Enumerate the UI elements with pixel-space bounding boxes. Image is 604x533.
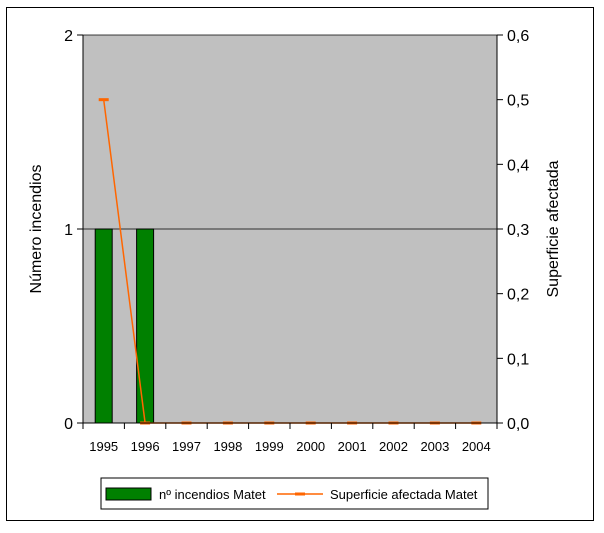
chart-frame: 0 1 2 0,0 0,1 0,2 0,3 0,4 0,5 0,6 1995 1996 1997 1998… [6, 7, 594, 521]
x-tick-label: 2002 [379, 439, 408, 454]
y2-tick-label: 0,3 [507, 222, 529, 239]
y-tick-label: 1 [64, 222, 73, 239]
bar [136, 228, 155, 424]
legend-label: nº incendios Matet [159, 487, 266, 502]
y2-tick-label: 0,0 [507, 416, 529, 433]
x-tick-label: 2004 [462, 439, 491, 454]
x-tick-label: 1997 [172, 439, 201, 454]
y-axis-title: Número incendios [28, 165, 45, 294]
x-tick-label: 1995 [89, 439, 118, 454]
y2-tick-label: 0,1 [507, 351, 529, 368]
y-tick-label: 0 [64, 416, 73, 433]
y2-axis-title: Superficie afectada [545, 160, 562, 297]
x-tick-label: 2000 [296, 439, 325, 454]
legend-bar-swatch [105, 487, 152, 501]
x-tick-label: 1999 [255, 439, 284, 454]
y-tick-label: 2 [64, 28, 73, 45]
x-tick-label: 1996 [131, 439, 160, 454]
chart: 0 1 2 0,0 0,1 0,2 0,3 0,4 0,5 0,6 1995 1996 1997 1998… [28, 28, 562, 510]
legend-label: Superficie afectada Matet [330, 487, 478, 502]
bar [94, 228, 113, 424]
axes: 0 1 2 0,0 0,1 0,2 0,3 0,4 0,5 0,6 1995 1996 1997 1998… [64, 28, 529, 454]
legend: nº incendios Matet Superficie afectada M… [100, 477, 489, 510]
y2-tick-label: 0,5 [507, 93, 529, 110]
y2-tick-label: 0,4 [507, 157, 529, 174]
x-tick-label: 1998 [213, 439, 242, 454]
y2-tick-label: 0,2 [507, 287, 529, 304]
y2-tick-label: 0,6 [507, 28, 529, 45]
x-tick-label: 2001 [338, 439, 367, 454]
x-tick-label: 2003 [420, 439, 449, 454]
bar-series [94, 228, 155, 424]
